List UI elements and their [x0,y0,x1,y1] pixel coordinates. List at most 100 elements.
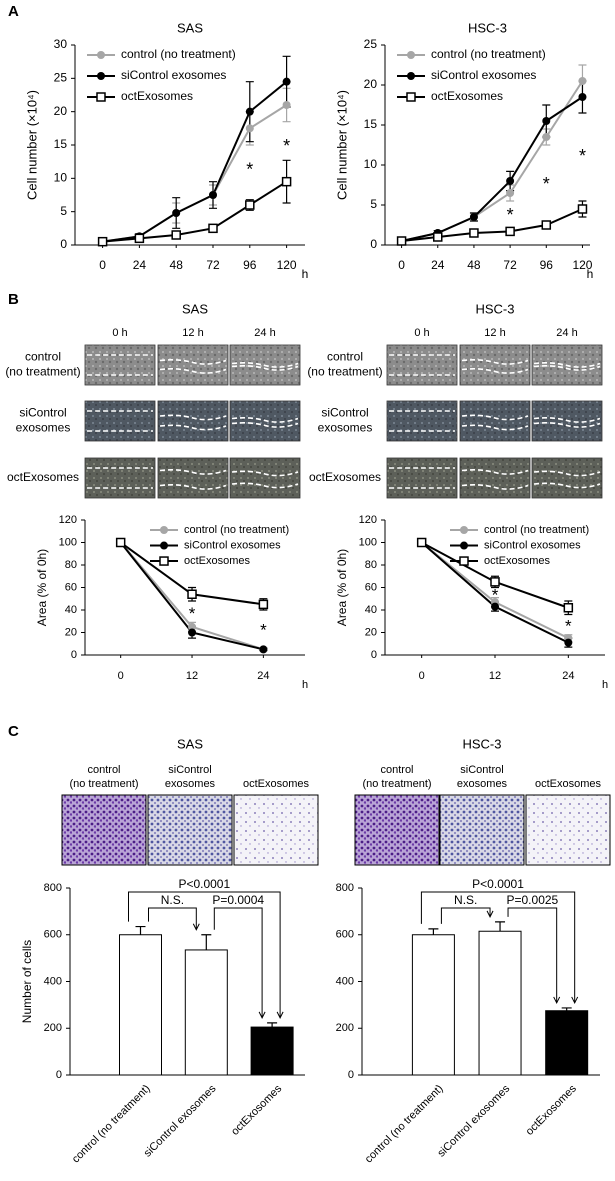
x-tick-label: 96 [540,258,554,272]
y-tick-label: 20 [54,104,68,118]
data-point [245,107,254,116]
data-point [188,622,197,631]
comparison-bracket [213,907,266,1019]
legend-marker [406,92,416,102]
y-tick-label: 0 [370,237,377,251]
wound-edge [461,484,529,490]
y-tick-label: 800 [44,882,62,894]
y-tick-label: 0 [56,1069,62,1081]
wound-edge [159,414,227,421]
y-tick-label: 25 [364,37,378,51]
micrograph [459,400,531,442]
legend-marker [97,51,105,59]
significance-mark: * [507,205,514,225]
micrograph [354,794,440,866]
data-point [172,209,181,217]
x-tick-label: 48 [467,258,481,272]
x-axis-label: h [602,679,608,691]
row-label: siControl [321,406,368,420]
data-point [171,230,181,240]
significance-mark: * [283,136,290,156]
y-tick-label: 10 [364,157,378,171]
y-tick-label: 80 [65,559,77,571]
micrograph [233,794,319,866]
comparison-label: P=0.0004 [212,893,264,907]
row-label: octExosomes [309,470,381,484]
x-tick-label: 24 [431,258,445,272]
row-label: (no treatment) [5,365,80,379]
series-line [102,80,288,243]
wound-edge [461,414,529,421]
y-tick-label: 0 [71,649,77,661]
y-tick-label: 20 [364,77,378,91]
data-point [245,124,254,133]
data-point [281,176,292,187]
column-label: octExosomes [243,778,310,790]
column-label: siControl [460,764,503,776]
bar [119,934,162,1076]
column-label: (no treatment) [69,778,138,790]
y-tick-label: 60 [65,581,77,593]
legend-label: octExosomes [484,555,551,567]
panel-label: C [8,723,19,740]
comparison-bracket [128,891,284,1019]
wound-edge [231,417,299,423]
data-point [577,204,588,214]
micrograph [61,794,147,866]
column-label: 0 h [112,327,127,339]
image-group-title: HSC-3 [475,301,514,316]
data-point [578,93,587,101]
wound-edge [461,424,529,431]
y-tick-label: 600 [336,929,354,941]
y-tick-label: 40 [365,604,377,616]
wound-edge [231,365,299,371]
significance-mark: * [189,604,196,623]
series-line [102,180,288,243]
image-group-title: HSC-3 [462,736,501,751]
image-group-title: SAS [177,736,203,751]
y-tick-label: 20 [65,626,77,638]
x-tick-label: 24 [133,258,147,272]
data-point [416,537,427,548]
x-tick-label: 0 [118,670,124,682]
micrograph [157,400,229,442]
y-axis-label: Cell number (×10⁴) [334,90,349,200]
column-label: 24 h [254,327,275,339]
wound-edge [461,469,529,475]
data-point [259,645,268,654]
legend-marker [160,526,168,534]
legend-marker [407,72,415,80]
wound-edge [231,362,299,368]
data-point [208,223,218,234]
wound-edge [461,359,529,365]
x-tick-label: 0 [419,670,425,682]
y-tick-label: 30 [54,37,68,51]
comparison-label: P<0.0001 [472,877,524,891]
data-point [505,226,515,237]
data-point [542,133,551,141]
row-label: exosomes [318,421,373,435]
y-axis-label: Number of cells [20,940,34,1023]
micrograph [157,457,229,499]
legend-marker [460,541,468,550]
significance-mark: * [246,159,253,179]
column-label: exosomes [457,778,508,790]
row-label: control [327,350,363,364]
x-tick-label: 96 [243,258,257,272]
wound-edge [461,368,529,374]
x-tick-label: siControl exosomes [435,1082,512,1159]
data-point [578,77,587,85]
series-line [401,96,584,242]
significance-mark: * [579,146,586,166]
y-tick-label: 120 [59,514,77,526]
y-tick-label: 0 [348,1069,354,1081]
x-tick-label: 72 [503,258,517,272]
y-tick-label: 5 [370,197,377,211]
legend-label: siControl exosomes [484,539,581,551]
y-tick-label: 60 [365,581,377,593]
column-label: 12 h [484,327,505,339]
x-tick-label: 0 [99,258,106,272]
legend-label: control (no treatment) [484,524,589,536]
data-point [282,101,291,109]
comparison-bracket [440,907,494,924]
